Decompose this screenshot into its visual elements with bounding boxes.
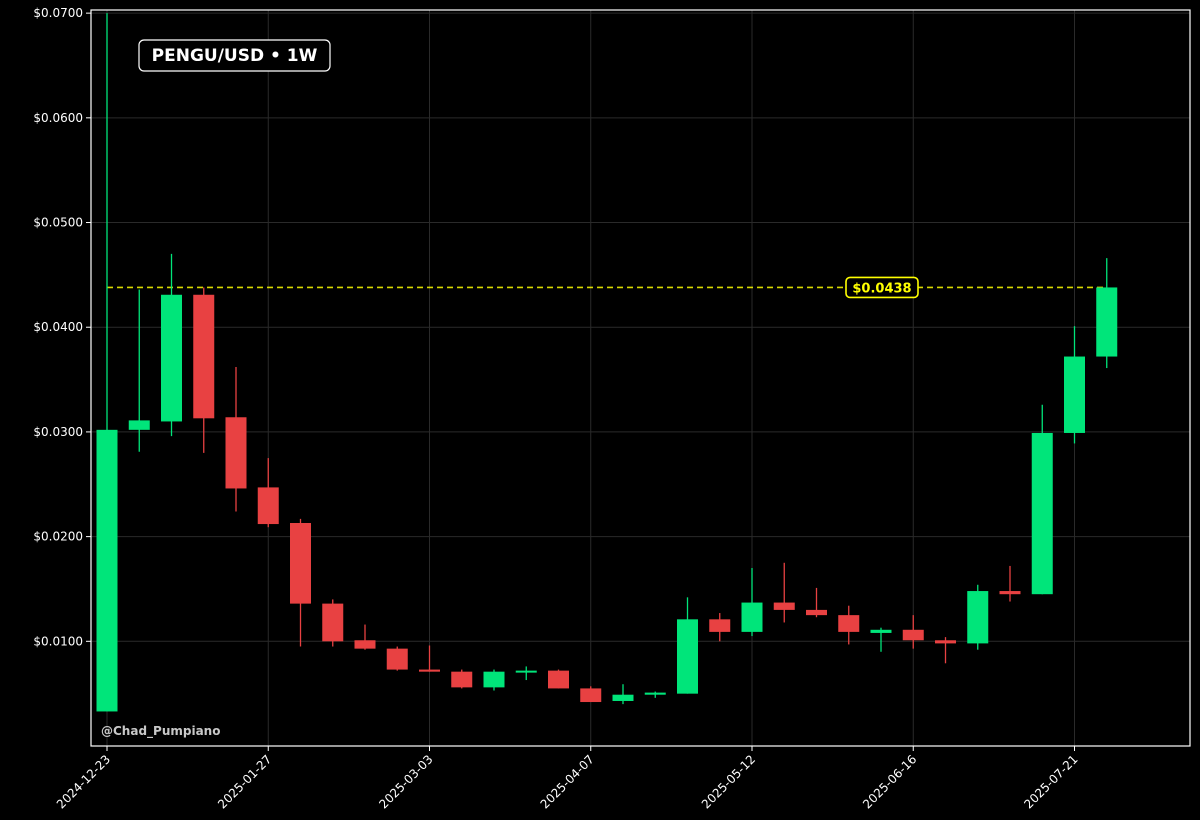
candle-body-15 xyxy=(580,688,602,703)
y-tick-label-4: $0.0500 xyxy=(33,216,83,230)
candle-body-0 xyxy=(96,429,118,712)
candle-body-13 xyxy=(515,670,537,673)
candle-body-10 xyxy=(419,669,440,672)
chart-title: PENGU/USD • 1W xyxy=(152,46,318,66)
y-tick-label-2: $0.0300 xyxy=(33,425,83,439)
watermark: @Chad_Pumpiano xyxy=(101,724,220,739)
title-box xyxy=(138,39,331,72)
y-tick-label-0: $0.0100 xyxy=(33,634,83,648)
candles xyxy=(96,13,1118,712)
candle-body-1 xyxy=(128,420,150,430)
candle-body-24 xyxy=(870,629,892,633)
y-axis-ticks: $0.0100 $0.0200 $0.0300 $0.0400 $0.0500 $0.06… xyxy=(33,6,91,648)
candle-body-5 xyxy=(257,487,279,525)
candle-body-19 xyxy=(709,619,731,632)
reference-price-label: $0.0438 xyxy=(852,281,911,296)
candle-body-17 xyxy=(644,692,666,695)
candle-body-9 xyxy=(386,648,408,670)
reference-price-box xyxy=(845,276,919,299)
candle-body-18 xyxy=(677,619,698,694)
candle-body-26 xyxy=(935,640,956,644)
y-tick-label-5: $0.0600 xyxy=(33,111,83,125)
title-badge: PENGU/USD • 1W xyxy=(138,39,331,72)
candle-body-11 xyxy=(451,671,473,688)
candle-body-20 xyxy=(741,602,763,632)
candle-body-29 xyxy=(1031,432,1053,595)
candle-body-4 xyxy=(225,417,247,489)
candle-body-25 xyxy=(902,629,924,641)
candle-body-12 xyxy=(483,671,505,688)
candle-body-28 xyxy=(999,591,1021,595)
candle-body-14 xyxy=(548,670,569,689)
y-tick-label-6: $0.0700 xyxy=(33,6,83,20)
candle-body-21 xyxy=(773,602,795,610)
candle-body-23 xyxy=(838,615,860,632)
y-tick-label-1: $0.0200 xyxy=(33,530,83,544)
candle-body-7 xyxy=(322,603,344,642)
reference-price-line: $0.0438 xyxy=(107,276,1107,299)
candle-body-3 xyxy=(193,294,215,419)
candle-body-30 xyxy=(1064,356,1085,433)
candle-body-8 xyxy=(354,640,376,649)
candle-body-27 xyxy=(967,591,989,644)
candle-body-22 xyxy=(806,609,827,616)
y-tick-label-3: $0.0400 xyxy=(33,320,83,334)
candle-body-6 xyxy=(290,523,311,604)
candle-body-31 xyxy=(1096,287,1118,357)
candle-body-16 xyxy=(612,694,634,701)
candle-body-2 xyxy=(161,294,182,422)
plot-frame xyxy=(90,9,1191,747)
